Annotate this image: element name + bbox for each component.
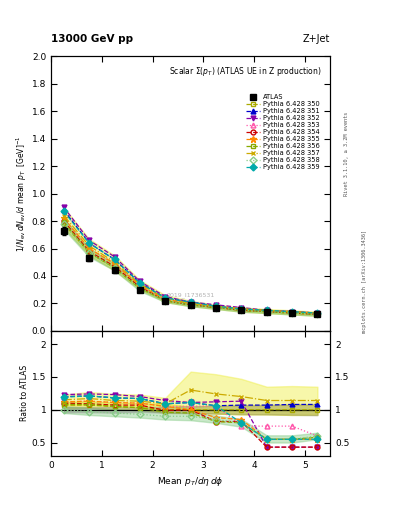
Text: mcplots.cern.ch [arXiv:1306.3436]: mcplots.cern.ch [arXiv:1306.3436] [362, 230, 367, 333]
Text: 2019_I1736531: 2019_I1736531 [167, 292, 215, 298]
Text: Scalar $\Sigma(p_T)$ (ATLAS UE in Z production): Scalar $\Sigma(p_T)$ (ATLAS UE in Z prod… [169, 65, 322, 77]
Text: 13000 GeV pp: 13000 GeV pp [51, 33, 133, 44]
X-axis label: Mean $p_T/d\eta\,d\phi$: Mean $p_T/d\eta\,d\phi$ [157, 475, 224, 488]
Legend: ATLAS, Pythia 6.428 350, Pythia 6.428 351, Pythia 6.428 352, Pythia 6.428 353, P: ATLAS, Pythia 6.428 350, Pythia 6.428 35… [244, 93, 321, 172]
Y-axis label: Ratio to ATLAS: Ratio to ATLAS [20, 365, 29, 421]
Text: Z+Jet: Z+Jet [303, 33, 330, 44]
Y-axis label: $1/N_\mathrm{ev}\,dN_\mathrm{ev}/d$ mean $p_T$  [GeV]$^{-1}$: $1/N_\mathrm{ev}\,dN_\mathrm{ev}/d$ mean… [15, 135, 29, 252]
Text: Rivet 3.1.10, ≥ 3.2M events: Rivet 3.1.10, ≥ 3.2M events [344, 112, 349, 196]
